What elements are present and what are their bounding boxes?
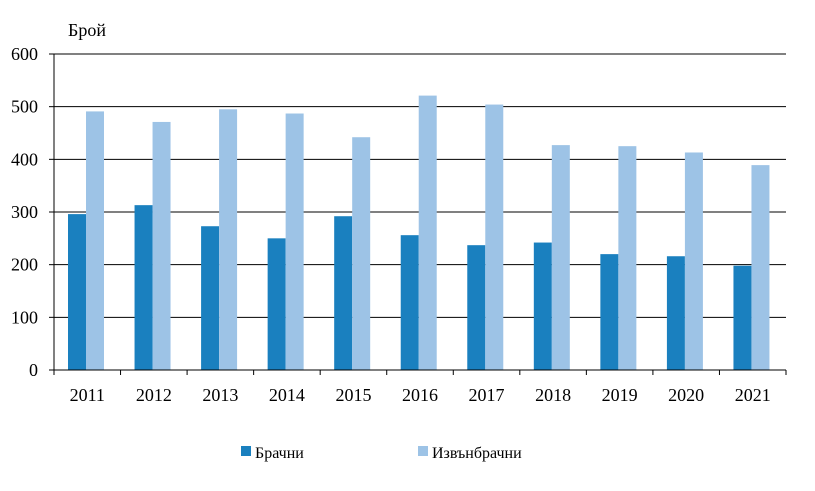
bar-extramarital (551, 145, 570, 370)
x-tick-label: 2021 (735, 385, 771, 405)
bar-extramarital (618, 146, 637, 370)
bar-marriage (334, 216, 353, 370)
bar-extramarital (352, 137, 371, 370)
x-tick-label: 2020 (668, 385, 704, 405)
legend: Брачни Извънбрачни (241, 445, 522, 462)
x-tick-label: 2016 (402, 385, 438, 405)
x-tick-label: 2018 (535, 385, 571, 405)
bar-marriage (666, 256, 685, 370)
x-tick-labels: 2011 2012 2013 2014 2015 2016 2017 2018 2019 2020… (70, 385, 771, 405)
bar-marriage (733, 265, 752, 370)
y-tick-label: 300 (11, 202, 38, 222)
legend-label-extramarital: Извънбрачни (432, 445, 522, 462)
x-tick-label: 2012 (136, 385, 172, 405)
legend-swatch-extramarital (418, 446, 428, 456)
bar-marriage (533, 242, 552, 370)
y-tick-label: 100 (11, 307, 38, 327)
bar-marriage (600, 254, 619, 370)
y-tick-label: 600 (11, 44, 38, 64)
x-tick-label: 2013 (202, 385, 238, 405)
y-tick-labels: 0 100 200 300 400 500 600 (11, 44, 38, 380)
legend-label-marriage: Брачни (255, 445, 304, 462)
bar-marriage (201, 226, 220, 370)
x-tick-label: 2014 (269, 385, 305, 405)
x-tick-label: 2017 (469, 385, 505, 405)
bar-extramarital (219, 109, 238, 371)
bar-extramarital (684, 152, 703, 370)
legend-swatch-marriage (241, 446, 251, 456)
bars (68, 95, 770, 371)
bar-marriage (467, 245, 486, 370)
bar-marriage (400, 235, 419, 370)
bar-marriage (267, 238, 286, 370)
y-tick-label: 500 (11, 97, 38, 117)
bar-extramarital (285, 113, 304, 370)
bar-extramarital (418, 95, 437, 371)
bar-marriage (134, 205, 153, 370)
bar-extramarital (86, 111, 104, 370)
y-tick-label: 200 (11, 255, 38, 275)
bar-marriage (68, 214, 86, 370)
y-tick-label: 0 (29, 360, 38, 380)
bar-extramarital (152, 121, 171, 370)
y-tick-label: 400 (11, 149, 38, 169)
y-axis-title: Брой (68, 20, 106, 40)
bar-extramarital (485, 104, 504, 370)
bar-extramarital (751, 165, 770, 370)
x-tick-label: 2011 (70, 385, 105, 405)
x-tick-label: 2019 (602, 385, 638, 405)
axes (49, 53, 787, 375)
x-tick-label: 2015 (335, 385, 371, 405)
